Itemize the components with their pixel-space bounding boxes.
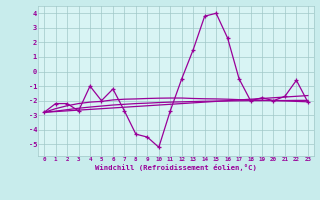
X-axis label: Windchill (Refroidissement éolien,°C): Windchill (Refroidissement éolien,°C) <box>95 164 257 171</box>
